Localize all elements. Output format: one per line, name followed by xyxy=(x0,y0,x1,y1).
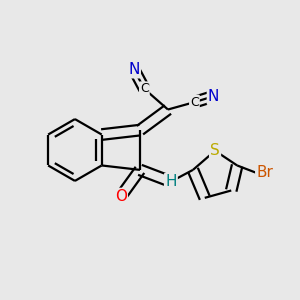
Text: N: N xyxy=(208,89,219,104)
Text: O: O xyxy=(115,189,127,204)
Text: Br: Br xyxy=(256,165,273,180)
Text: S: S xyxy=(210,143,220,158)
Text: C: C xyxy=(190,96,199,109)
Text: C: C xyxy=(140,82,149,95)
Text: N: N xyxy=(128,62,140,77)
Text: H: H xyxy=(165,174,177,189)
